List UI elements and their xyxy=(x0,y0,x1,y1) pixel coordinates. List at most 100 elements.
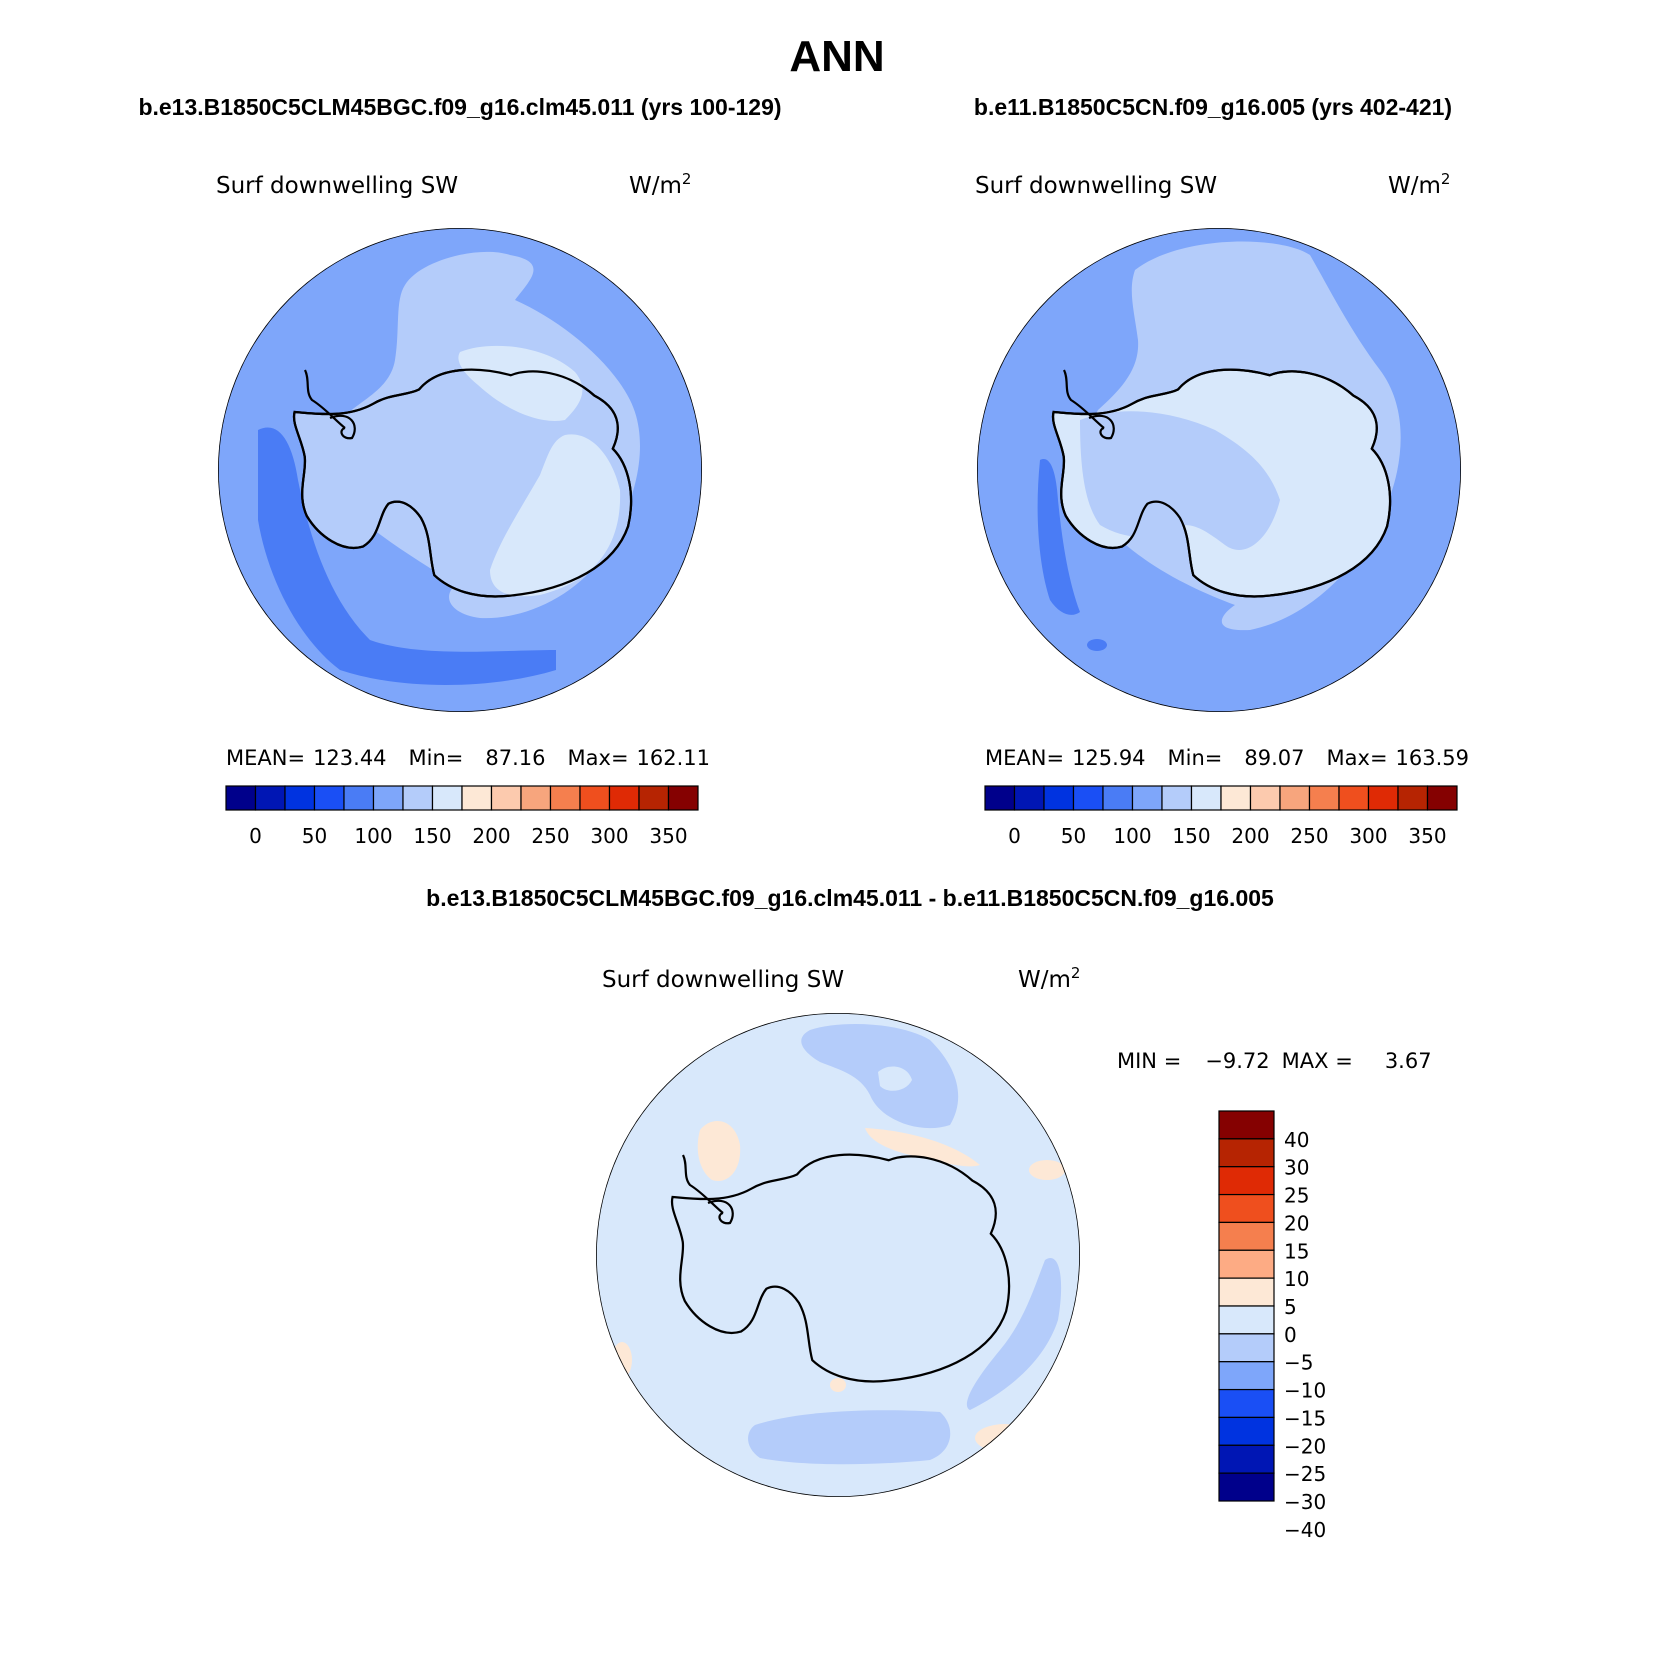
diff-units-label: W/m2 xyxy=(1018,964,1080,993)
diff-colorbar-tick-label: 0 xyxy=(1284,1323,1297,1347)
panel2-units-label: W/m2 xyxy=(1388,170,1450,199)
panel1-colorbar-swatch xyxy=(461,785,493,811)
diff-contour-neg-south xyxy=(748,1410,951,1465)
diff-contour-pos-west xyxy=(697,1121,741,1181)
panel1-colorbar-swatch xyxy=(490,785,522,811)
diff-colorbar-swatch xyxy=(1218,1333,1275,1363)
diff-colorbar-swatch xyxy=(1218,1193,1275,1224)
panel1-units-label: W/m2 xyxy=(629,170,691,199)
diff-colorbar-swatch xyxy=(1218,1138,1275,1168)
panel1-colorbar-swatch xyxy=(343,785,375,811)
diff-contour-pos-e xyxy=(1029,1160,1065,1180)
panel2-stats: MEAN= 125.94 Min= 89.07 Max= 163.59 xyxy=(985,746,1469,770)
panel2-colorbar-tick-label: 200 xyxy=(1231,824,1269,848)
panel1-colorbar-tick-label: 50 xyxy=(302,824,327,848)
panel1-contour-100-band xyxy=(258,427,556,685)
diff-colorbar-tick-label: 5 xyxy=(1284,1295,1297,1319)
panel2-peninsula-coast xyxy=(1062,369,1115,440)
panel2-contour-100-band xyxy=(1037,459,1080,615)
panel1-colorbar-swatch xyxy=(579,785,611,811)
panel1-colorbar-swatch xyxy=(549,785,581,811)
diff-colorbar-tick-label: −25 xyxy=(1284,1462,1326,1486)
panel1-colorbar-swatch xyxy=(520,785,552,811)
panel2-colorbar-tick-label: 150 xyxy=(1172,824,1210,848)
panel1-colorbar-swatch xyxy=(402,785,434,811)
panel2-colorbar-swatch xyxy=(1131,785,1163,811)
panel2-colorbar-tick-label: 350 xyxy=(1408,824,1446,848)
diff-colorbar-swatch xyxy=(1218,1388,1275,1419)
panel1-contour-high-east xyxy=(490,434,621,597)
panel1-colorbar: 0 50 100 150 200 250 300 350 xyxy=(225,785,699,848)
panel2-case-title: b.e11.B1850C5CN.f09_g16.005 (yrs 402-421… xyxy=(974,94,1452,120)
diff-contour-pos-small xyxy=(830,1378,846,1392)
panel2-colorbar-swatch xyxy=(1043,785,1075,811)
diff-colorbar-tick-label: −30 xyxy=(1284,1490,1326,1514)
panel1-colorbar-swatch xyxy=(313,785,345,811)
panel2-colorbar-tick-label: 50 xyxy=(1061,824,1086,848)
diff-colorbar-swatch xyxy=(1218,1110,1275,1140)
panel2-colorbar-swatch xyxy=(1190,785,1222,811)
panel2-contour-mid-west xyxy=(1080,411,1280,550)
diff-colorbar-swatch xyxy=(1218,1444,1275,1474)
panel1-colorbar-swatch xyxy=(372,785,404,811)
diff-colorbar-tick-label: −15 xyxy=(1284,1406,1326,1430)
figure-title: ANN xyxy=(789,32,884,81)
diff-colorbar-tick-label: 15 xyxy=(1284,1239,1309,1263)
diff-colorbar-swatch xyxy=(1218,1416,1275,1446)
diff-colorbar-swatch xyxy=(1218,1361,1275,1391)
diff-map xyxy=(596,1013,1080,1497)
diff-colorbar-tick-label: −5 xyxy=(1284,1351,1313,1375)
panel2-colorbar-swatch xyxy=(1308,785,1340,811)
diff-colorbar-tick-label: 10 xyxy=(1284,1267,1309,1291)
panel2-colorbar-tick-label: 100 xyxy=(1113,824,1151,848)
panel1-peninsula-coast xyxy=(303,369,356,440)
diff-colorbar-swatch xyxy=(1218,1277,1275,1307)
panel2-colorbar-swatch xyxy=(1249,785,1281,811)
diff-colorbar-tick-label: 30 xyxy=(1284,1156,1309,1180)
panel2-colorbar: 0 50 100 150 200 250 300 350 xyxy=(984,785,1458,848)
panel2-colorbar-swatch xyxy=(1220,785,1252,811)
diff-minmax: MIN = −9.72 MAX = 3.67 xyxy=(1117,1049,1432,1073)
diff-colorbar-swatch xyxy=(1218,1472,1275,1502)
diff-contour-neg-north-hole xyxy=(878,1066,912,1091)
panel1-colorbar-tick-label: 150 xyxy=(413,824,451,848)
panel1-variable-label: Surf downwelling SW xyxy=(216,173,458,199)
panel2-colorbar-swatch xyxy=(1338,785,1370,811)
panel1-case-title: b.e13.B1850C5CLM45BGC.f09_g16.clm45.011 … xyxy=(138,94,781,120)
diff-colorbar-tick-label: 25 xyxy=(1284,1184,1309,1208)
panel1-colorbar-swatch xyxy=(284,785,316,811)
panel1-colorbar-tick-label: 300 xyxy=(590,824,628,848)
panel2-map xyxy=(977,228,1461,712)
panel1-colorbar-tick-label: 100 xyxy=(354,824,392,848)
panel1-stats: MEAN= 123.44 Min= 87.16 Max= 162.11 xyxy=(226,746,710,770)
panel1-colorbar-tick-label: 0 xyxy=(249,824,262,848)
diff-colorbar-tick-label: −40 xyxy=(1284,1518,1326,1542)
panel1-colorbar-swatch xyxy=(608,785,640,811)
panel2-colorbar-swatch xyxy=(984,785,1016,811)
panel1-colorbar-swatch xyxy=(667,785,699,811)
panel1-colorbar-swatch xyxy=(431,785,463,811)
panel1-colorbar-tick-label: 350 xyxy=(649,824,687,848)
panel2-colorbar-swatch xyxy=(1279,785,1311,811)
panel1-contour-high-north xyxy=(458,345,583,421)
diff-case-title: b.e13.B1850C5CLM45BGC.f09_g16.clm45.011 … xyxy=(426,885,1274,911)
panel2-variable-label: Surf downwelling SW xyxy=(975,173,1217,199)
diff-colorbar-tick-label: 40 xyxy=(1284,1128,1309,1152)
panel1-colorbar-swatch xyxy=(254,785,286,811)
diff-colorbar-tick-label: −20 xyxy=(1284,1434,1326,1458)
diff-colorbar: 40 30 25 20 15 10 5 0 −5 −10 −15 −20 −25 −30 −40 xyxy=(1218,1110,1326,1542)
panel2-colorbar-swatch xyxy=(1426,785,1458,811)
diff-contour-pos-coast xyxy=(865,1128,980,1167)
panel2-colorbar-swatch xyxy=(1367,785,1399,811)
panel1-colorbar-tick-label: 250 xyxy=(531,824,569,848)
diff-colorbar-swatch xyxy=(1218,1305,1275,1335)
panel1-colorbar-swatch xyxy=(225,785,257,811)
panel2-colorbar-swatch xyxy=(1013,785,1045,811)
panel1-colorbar-swatch xyxy=(638,785,670,811)
diff-colorbar-swatch xyxy=(1218,1166,1275,1196)
diff-colorbar-swatch xyxy=(1218,1221,1275,1251)
panel2-colorbar-swatch xyxy=(1072,785,1104,811)
panel2-contour-100-spot xyxy=(1087,639,1107,651)
diff-colorbar-swatch xyxy=(1218,1249,1275,1279)
